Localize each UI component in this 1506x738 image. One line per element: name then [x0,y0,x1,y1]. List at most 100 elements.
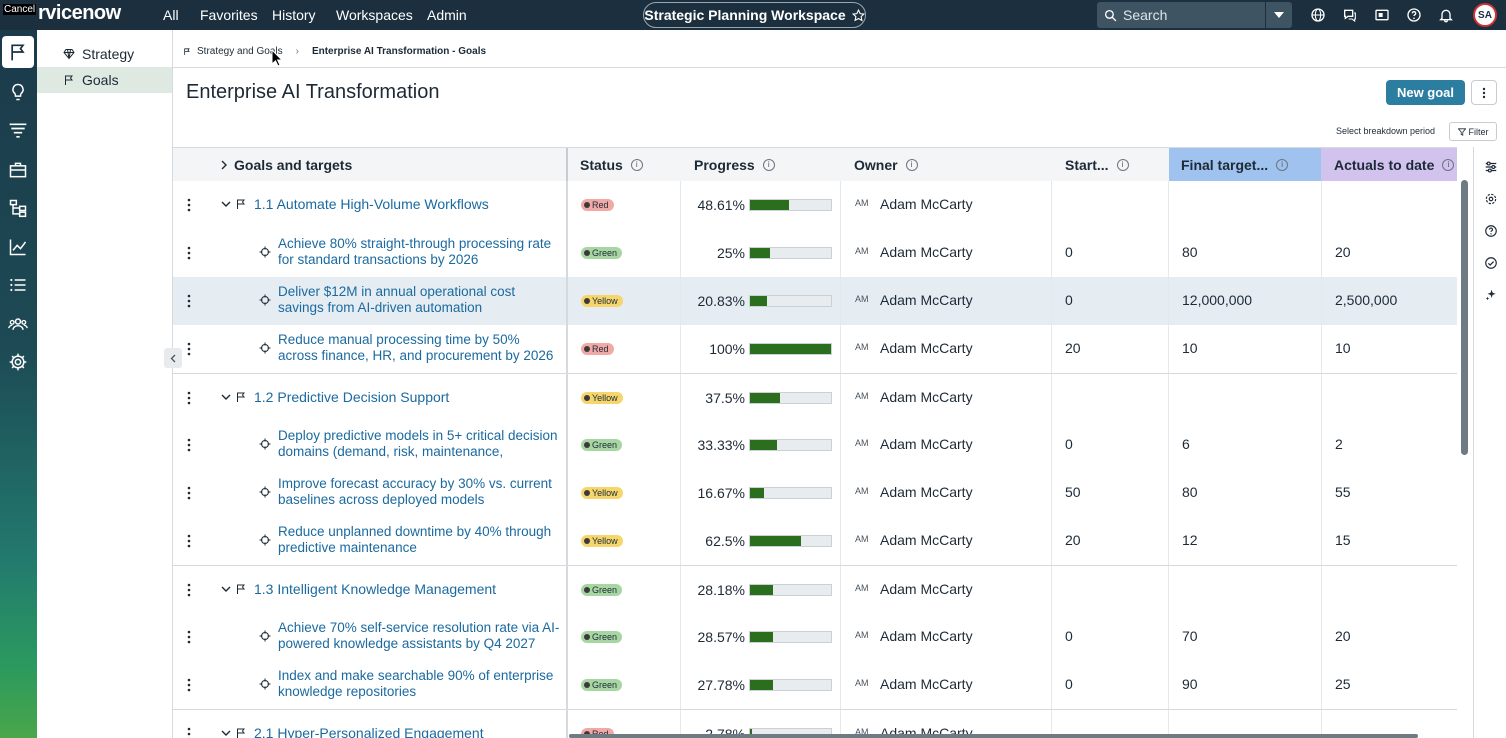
filter-button[interactable]: Filter [1449,122,1497,141]
help-circle-icon[interactable] [1484,224,1498,238]
sidenav-item-strategy[interactable]: Strategy [37,41,172,67]
globe-icon[interactable] [1310,7,1326,23]
column-header-final-target[interactable]: Final target... i [1169,148,1321,181]
search-scope-dropdown[interactable] [1265,2,1292,28]
info-icon[interactable]: i [630,158,643,171]
goal-row[interactable]: 1.2 Predictive Decision Support Yellow 37.… [173,373,1457,422]
target-name-link[interactable]: Reduce manual processing time by 50% acr… [278,332,554,363]
nav-workspaces[interactable]: Workspaces [336,7,413,23]
avatar[interactable]: SA [1473,3,1497,27]
column-header-progress[interactable]: Progress i [694,148,775,181]
goal-row[interactable]: 2.1 Hyper-Personalized EngagementRed2.78… [173,709,1457,738]
target-row[interactable]: Deliver $12M in annual operational cost … [173,277,1457,325]
owner-name[interactable]: Adam McCarty [880,581,973,597]
workspace-selector[interactable]: Strategic Planning Workspace [643,2,866,28]
target-name-link[interactable]: Deliver $12M in annual operational cost … [278,284,516,315]
owner-name[interactable]: Adam McCarty [880,484,973,500]
target-row[interactable]: Deploy predictive models in 5+ critical … [173,421,1457,469]
info-icon[interactable]: i [762,158,775,171]
target-name-link[interactable]: Reduce unplanned downtime by 40% through… [278,524,552,555]
target-name-link[interactable]: Achieve 70% self-service resolution rate… [278,620,560,651]
target-row[interactable]: Achieve 70% self-service resolution rate… [173,613,1457,661]
hierarchy-icon[interactable] [8,198,28,218]
row-actions-icon[interactable] [186,677,192,693]
star-icon[interactable] [851,8,865,22]
nav-all[interactable]: All [163,7,179,23]
owner-name[interactable]: Adam McCarty [880,676,973,692]
sliders-icon[interactable] [1484,160,1498,174]
column-divider[interactable] [566,148,568,181]
owner-name[interactable]: Adam McCarty [880,628,973,644]
chat-icon[interactable] [1342,7,1358,23]
target-row[interactable]: Index and make searchable 90% of enterpr… [173,661,1457,709]
column-header-status[interactable]: Status i [580,148,643,181]
vertical-scrollbar[interactable] [1461,180,1468,455]
funnel-icon[interactable] [8,121,28,141]
owner-name[interactable]: Adam McCarty [880,244,973,260]
row-actions-icon[interactable] [186,341,192,357]
breadcrumb-parent[interactable]: Strategy and Goals [197,46,283,57]
target-row[interactable]: Improve forecast accuracy by 30% vs. cur… [173,469,1457,517]
list-icon[interactable] [8,275,28,295]
target-name-link[interactable]: Improve forecast accuracy by 30% vs. cur… [278,476,552,507]
row-actions-icon[interactable] [186,437,192,453]
owner-name[interactable]: Adam McCarty [880,389,973,405]
nav-admin[interactable]: Admin [427,7,467,23]
owner-name[interactable]: Adam McCarty [880,292,973,308]
target-name-link[interactable]: Achieve 80% straight-through processing … [278,236,552,267]
target-row[interactable]: Achieve 80% straight-through processing … [173,229,1457,277]
column-header-actuals[interactable]: Actuals to date i [1321,148,1457,181]
sparkle-icon[interactable] [1484,288,1498,302]
nav-history[interactable]: History [272,7,316,23]
sidenav-item-goals[interactable]: Goals [37,67,172,93]
bell-icon[interactable] [1438,7,1454,23]
chart-icon[interactable] [8,237,28,257]
scratchpad-icon[interactable] [1374,7,1390,23]
goal-name-link[interactable]: 1.2 Predictive Decision Support [254,389,450,405]
goal-name-link[interactable]: 2.1 Hyper-Personalized Engagement [254,725,484,738]
check-circle-icon[interactable] [1484,256,1498,270]
row-actions-icon[interactable] [186,629,192,645]
info-icon[interactable]: i [1276,158,1289,171]
goal-row[interactable]: 1.1 Automate High-Volume Workflows Red 48.… [173,181,1457,229]
horizontal-scrollbar[interactable] [569,734,1418,738]
search-input[interactable] [1123,7,1263,23]
goal-row[interactable]: 1.3 Intelligent Knowledge Management Gree… [173,565,1457,614]
briefcase-icon[interactable] [8,160,28,180]
column-header-start[interactable]: Start... i [1065,148,1129,181]
owner-name[interactable]: Adam McCarty [880,196,973,212]
column-header-goals[interactable]: Goals and targets [221,148,566,181]
target-name-link[interactable]: Index and make searchable 90% of enterpr… [278,668,554,699]
info-icon[interactable]: i [1116,158,1129,171]
owner-name[interactable]: Adam McCarty [880,532,973,548]
chevron-down-icon[interactable] [221,584,231,594]
row-actions-icon[interactable] [186,485,192,501]
info-icon[interactable]: i [1442,158,1455,171]
owner-name[interactable]: Adam McCarty [880,340,973,356]
servicenow-logo[interactable]: rvicenow [38,2,121,24]
people-icon[interactable] [8,314,28,334]
global-search[interactable] [1097,2,1292,28]
settings-icon[interactable] [1484,192,1498,206]
info-icon[interactable]: i [905,158,918,171]
cancel-button[interactable]: Cancel [3,4,37,15]
select-breakdown-period-link[interactable]: Select breakdown period [1336,126,1436,136]
chevron-down-icon[interactable] [221,728,231,738]
chevron-down-icon[interactable] [221,199,231,209]
lightbulb-icon[interactable] [8,82,28,102]
collapse-sidenav-button[interactable] [164,348,182,368]
row-actions-icon[interactable] [186,726,192,738]
new-goal-button[interactable]: New goal [1386,80,1465,105]
target-row[interactable]: Reduce unplanned downtime by 40% through… [173,517,1457,565]
column-header-owner[interactable]: Owner i [854,148,918,181]
goal-name-link[interactable]: 1.1 Automate High-Volume Workflows [254,196,489,212]
row-actions-icon[interactable] [186,293,192,309]
row-actions-icon[interactable] [186,533,192,549]
flag-icon[interactable] [8,42,28,62]
owner-name[interactable]: Adam McCarty [880,436,973,452]
chevron-down-icon[interactable] [221,392,231,402]
gear-icon[interactable] [8,352,28,372]
target-row[interactable]: Reduce manual processing time by 50% acr… [173,325,1457,373]
row-actions-icon[interactable] [186,390,192,406]
more-actions-button[interactable] [1471,80,1497,105]
